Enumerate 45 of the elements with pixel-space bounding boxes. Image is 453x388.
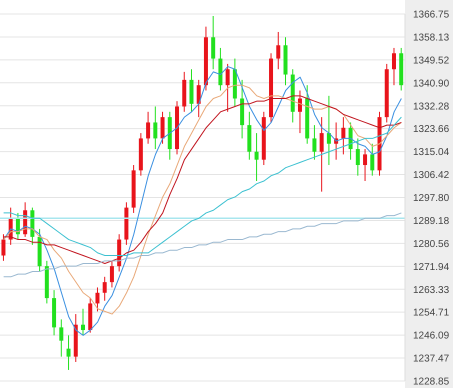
line-series: [3, 212, 402, 278]
candlestick: [1, 234, 6, 262]
y-tick-label: 1280.56: [413, 238, 450, 250]
y-tick-label: 1271.94: [413, 262, 450, 273]
y-tick-label: 1366.75: [413, 10, 450, 21]
candlestick: [226, 63, 230, 112]
y-tick-label: 1246.09: [413, 330, 450, 342]
candlestick: [392, 47, 396, 86]
y-tick-label: 1349.52: [413, 55, 450, 66]
candlestick: [356, 138, 360, 176]
candlestick: [66, 334, 71, 370]
y-tick-label: 1332.28: [413, 101, 450, 112]
candlestick: [276, 31, 280, 70]
candlestick: [196, 79, 201, 118]
candlestick: [363, 148, 368, 182]
candlestick: [312, 124, 316, 160]
candlestick: [59, 318, 64, 358]
y-tick-label: 1228.85: [413, 376, 450, 388]
y-tick-label: 1254.71: [413, 308, 450, 319]
y-tick-label: 1289.18: [413, 216, 450, 227]
y-tick-label: 1340.90: [413, 78, 450, 90]
candlestick: [320, 116, 324, 192]
candlestick: [153, 106, 158, 150]
candlestick: [146, 111, 150, 144]
y-tick-label: 1323.66: [413, 124, 450, 136]
y-tick-label: 1297.80: [413, 193, 450, 204]
y-tick-label: 1315.04: [413, 147, 450, 158]
candlestick: [298, 90, 302, 134]
candlestick: [110, 260, 114, 288]
candlestick: [189, 68, 194, 112]
y-tick-label: 1237.47: [413, 354, 450, 365]
candlestick: [81, 308, 85, 336]
candlestick: [102, 276, 107, 302]
candlestick: [370, 143, 374, 176]
candlestick: [326, 95, 331, 166]
y-tick-label: 1358.13: [413, 32, 450, 44]
candlestick: [95, 286, 100, 312]
line-series: [3, 116, 402, 256]
y-tick-label: 1306.42: [413, 170, 450, 182]
candlestick: [254, 132, 259, 182]
candlestick: [211, 15, 216, 70]
y-tick-label: 1263.33: [413, 284, 450, 296]
line-series: [3, 95, 402, 264]
candlestick: [341, 116, 346, 155]
candlestick: [160, 111, 165, 144]
